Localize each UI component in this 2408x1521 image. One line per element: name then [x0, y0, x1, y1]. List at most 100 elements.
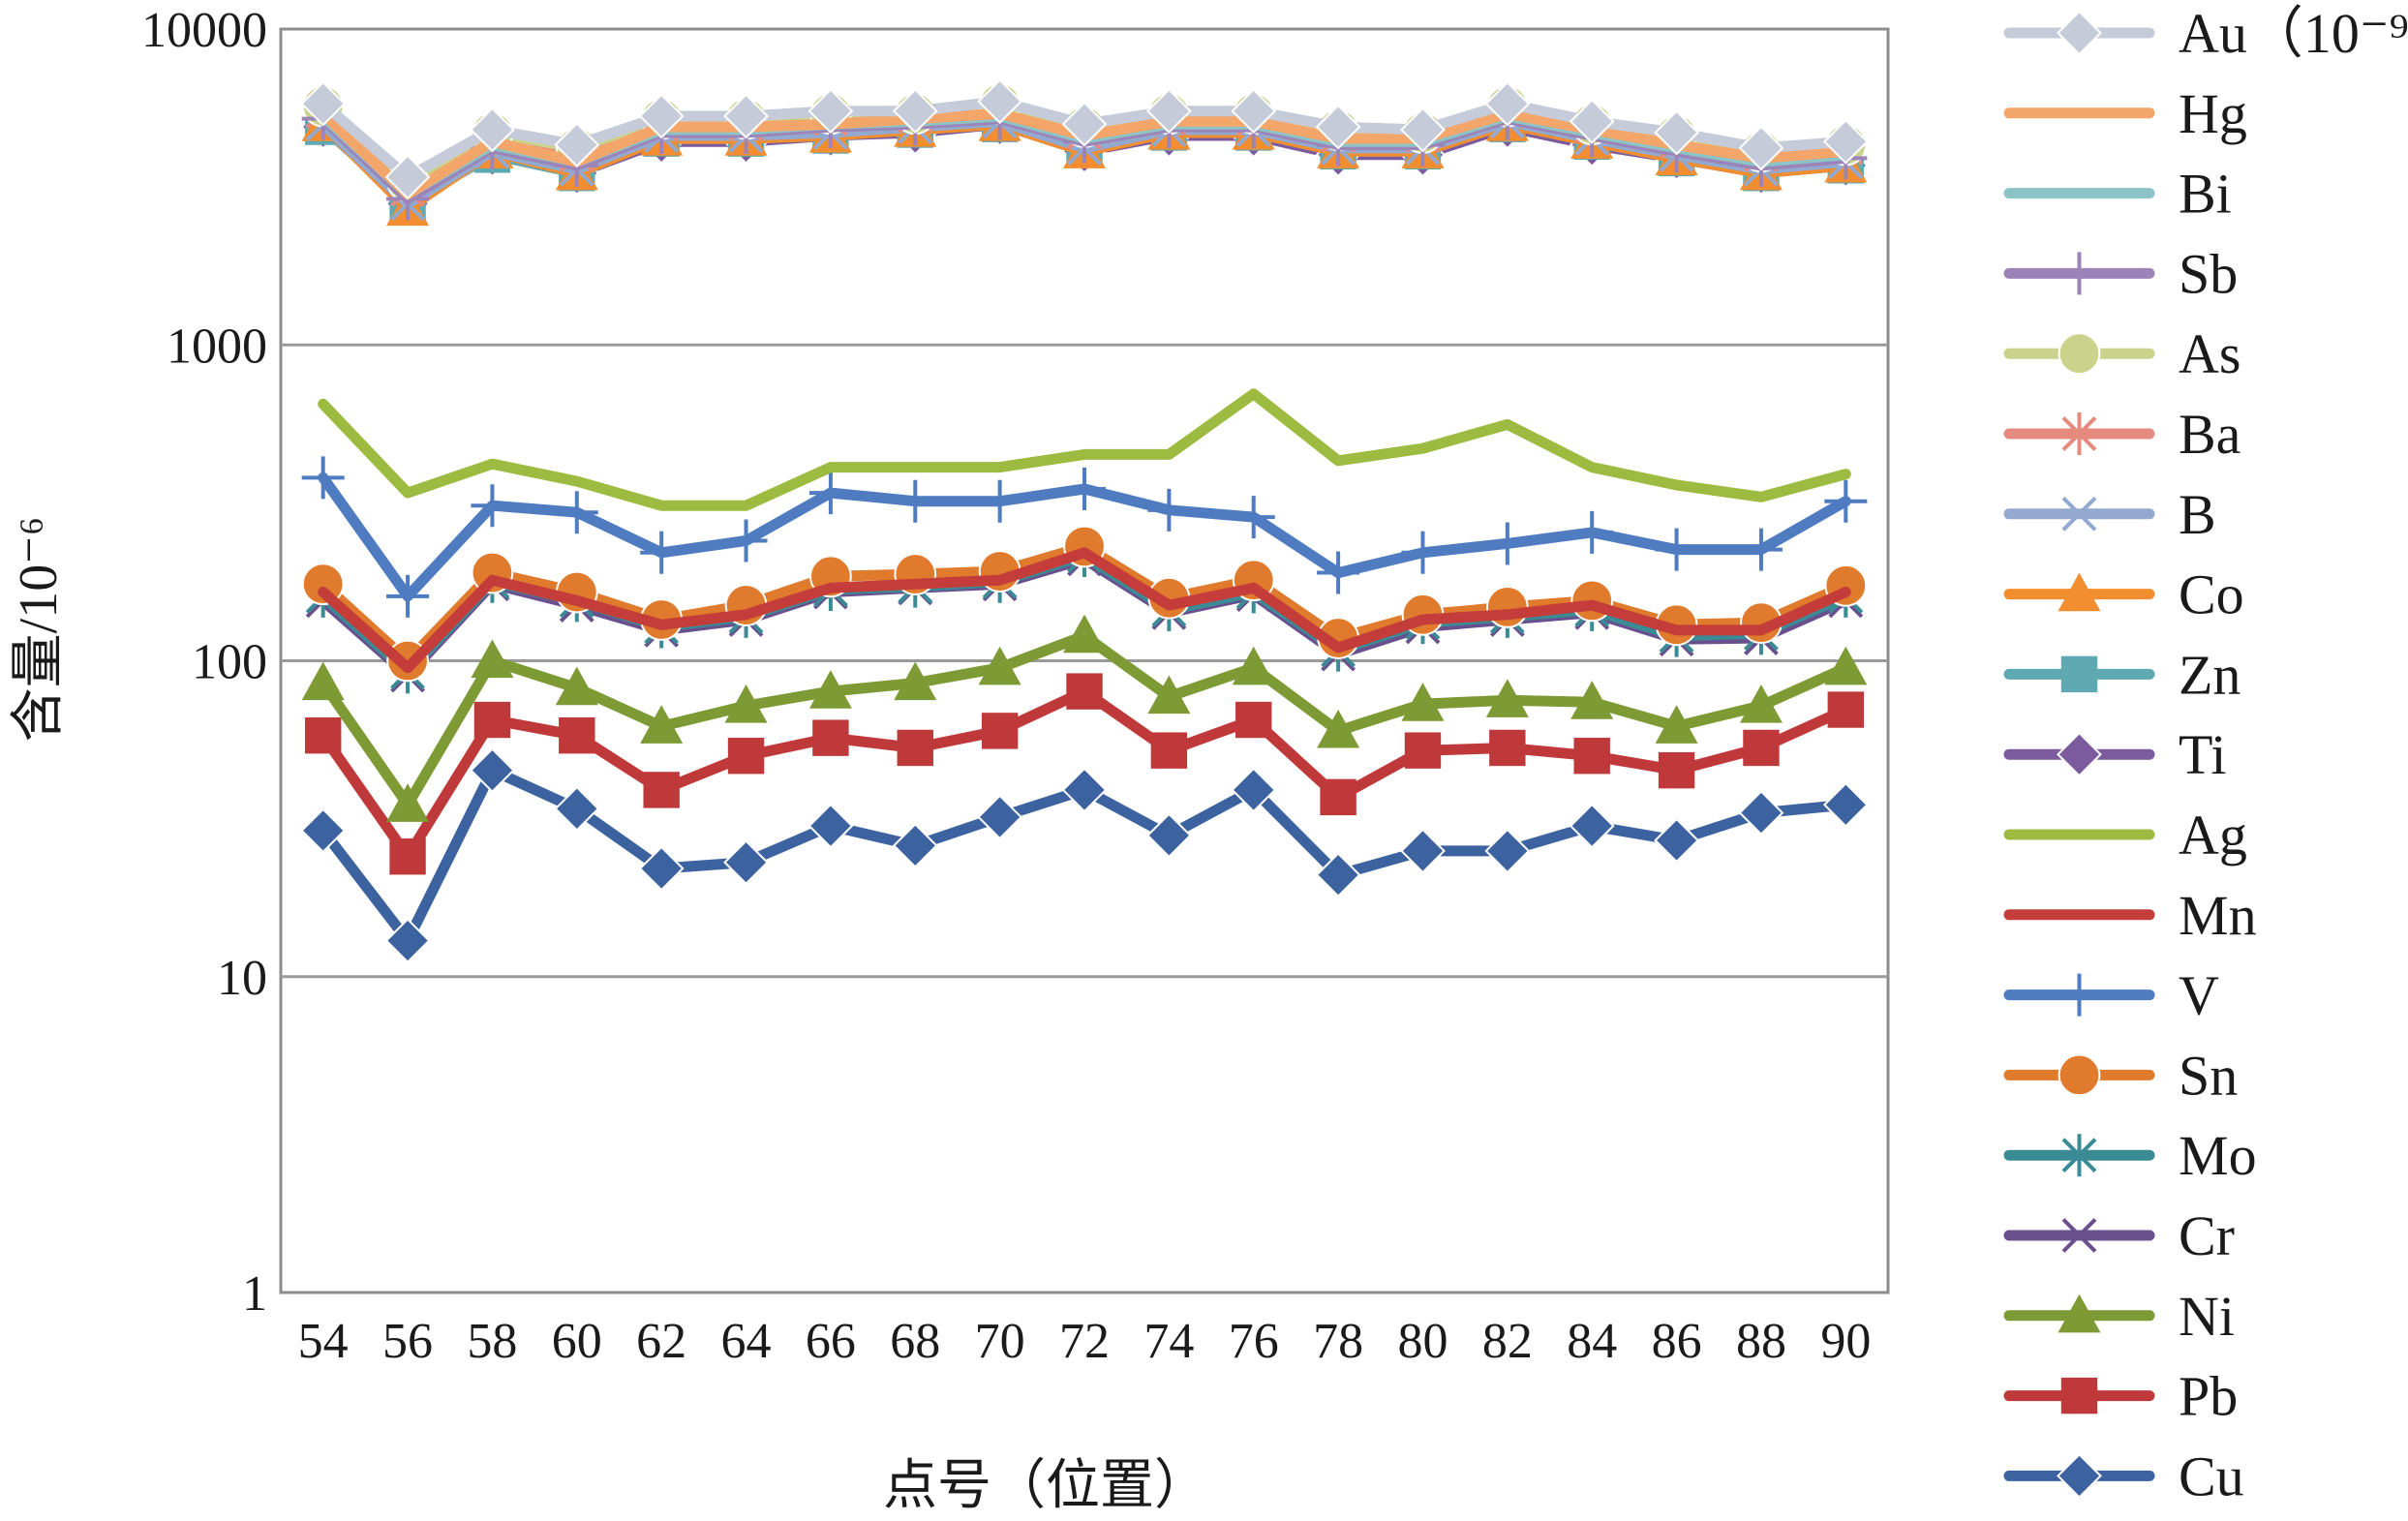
legend: Au（10⁻⁹） Hg Bi Sb As Ba B Co Zn Ti Ag Mn V Sn Mo Cr Ni Pb… — [2003, 2, 2408, 1507]
data-point — [1063, 614, 1106, 654]
x-tick-label: 70 — [975, 1314, 1025, 1369]
legend-label: B — [2179, 483, 2216, 546]
data-point — [470, 747, 515, 794]
data-point — [1147, 675, 1191, 715]
data-point — [1150, 732, 1188, 769]
data-point — [1400, 828, 1446, 874]
data-point — [2057, 1293, 2101, 1333]
data-point — [977, 78, 1023, 125]
data-point — [1570, 681, 1614, 719]
series-line — [318, 388, 1851, 511]
data-point — [1315, 104, 1361, 150]
y-tick-label: 1 — [242, 1266, 267, 1322]
legend-label: Cr — [2179, 1204, 2235, 1267]
data-point — [1231, 88, 1277, 135]
data-point — [638, 93, 685, 139]
x-tick-label: 56 — [382, 1314, 433, 1369]
data-point — [1654, 817, 1699, 864]
data-point — [1404, 732, 1442, 769]
y-tick-labels: 1 10 100 1000 10000 — [141, 3, 267, 1322]
y-tick-label: 100 — [192, 635, 267, 690]
data-point — [2060, 1377, 2098, 1415]
data-point — [2061, 1134, 2097, 1177]
data-point — [389, 838, 426, 875]
data-point — [1569, 803, 1615, 849]
series-16 — [301, 614, 1868, 822]
legend-label: Co — [2179, 563, 2244, 626]
legend-item: As — [2003, 322, 2240, 385]
data-point — [808, 670, 852, 709]
data-point — [1317, 709, 1360, 748]
data-point — [892, 822, 938, 868]
data-point — [894, 661, 937, 701]
data-point — [978, 646, 1021, 685]
data-point — [555, 666, 598, 706]
legend-label: Pb — [2179, 1365, 2238, 1428]
data-point — [1145, 812, 1192, 859]
series-10 — [318, 388, 1851, 511]
grid-layer — [281, 343, 1888, 979]
data-point — [1145, 88, 1192, 135]
x-tick-label: 84 — [1567, 1314, 1617, 1369]
x-tick-label: 88 — [1736, 1314, 1786, 1369]
series-18 — [300, 747, 1869, 963]
data-point — [2057, 252, 2101, 295]
data-point — [727, 738, 765, 775]
series-11 — [318, 547, 1851, 674]
legend-item: Bi — [2003, 163, 2232, 226]
legend-label: Ti — [2179, 723, 2227, 786]
data-point — [301, 456, 345, 500]
data-point — [301, 661, 345, 701]
data-point — [724, 684, 768, 723]
data-point — [1485, 679, 1529, 717]
x-tick-label: 68 — [890, 1314, 940, 1369]
data-point — [1655, 705, 1698, 744]
data-point — [304, 716, 342, 754]
data-point — [981, 713, 1019, 749]
data-point — [2057, 572, 2101, 612]
y-tick-label: 10000 — [141, 3, 267, 58]
legend-label: Sb — [2179, 242, 2238, 305]
y-tick-label: 10 — [217, 951, 267, 1006]
legend-label: Cu — [2179, 1445, 2244, 1507]
data-point — [1738, 125, 1784, 171]
data-point — [1317, 551, 1360, 594]
data-point — [1232, 496, 1275, 539]
x-tick-label: 86 — [1652, 1314, 1702, 1369]
legend-label: Sn — [2179, 1044, 2238, 1107]
data-point — [2057, 1053, 2101, 1097]
series-12 — [301, 456, 1868, 618]
data-point — [2057, 731, 2102, 777]
data-point — [892, 88, 938, 135]
data-point — [300, 80, 347, 127]
data-point — [724, 519, 768, 563]
x-tick-label: 72 — [1059, 1314, 1110, 1369]
legend-item: Cu — [2003, 1445, 2244, 1507]
data-point — [1824, 479, 1868, 523]
data-point — [1484, 828, 1531, 874]
x-tick-label: 60 — [552, 1314, 602, 1369]
data-point — [1827, 691, 1865, 728]
legend-item: Mo — [2003, 1124, 2257, 1187]
x-tick-label: 76 — [1229, 1314, 1279, 1369]
legend-item: Ni — [2003, 1285, 2235, 1348]
legend-label: V — [2179, 964, 2219, 1027]
series-17 — [304, 673, 1865, 875]
data-point — [1573, 738, 1610, 775]
legend-label: Mn — [2179, 884, 2257, 947]
data-point — [1485, 522, 1529, 565]
data-point — [300, 807, 347, 854]
data-point — [1063, 467, 1106, 510]
data-point — [471, 639, 514, 679]
data-point — [1570, 510, 1614, 554]
data-point — [640, 531, 684, 574]
data-point — [812, 719, 849, 756]
data-point — [1658, 751, 1695, 789]
data-point — [1484, 80, 1531, 127]
y-axis-title: 含量/10⁻⁶ — [9, 517, 69, 743]
series-line — [318, 547, 1851, 674]
x-tick-label: 74 — [1143, 1314, 1194, 1369]
data-point — [2057, 1452, 2102, 1499]
data-point — [1739, 528, 1783, 571]
